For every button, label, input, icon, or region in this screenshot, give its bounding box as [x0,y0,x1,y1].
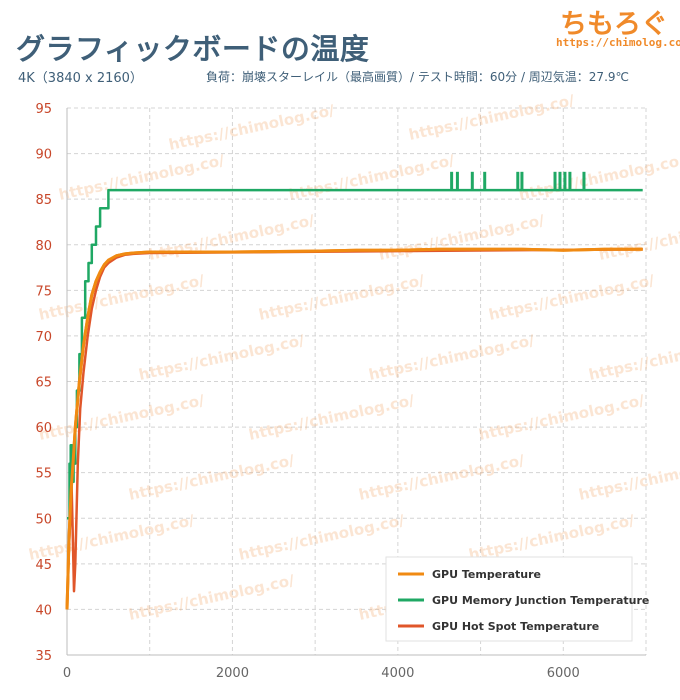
y-tick-label: 90 [35,148,52,163]
memory-spike [582,171,586,191]
memory-spike [455,171,459,191]
memory-spike [450,171,454,191]
test-conditions: 負荷：崩壊スターレイル（最高画質）/ テスト時間：60分 / 周辺気温：27.9… [206,70,629,84]
legend-label: GPU Memory Junction Temperature [432,594,649,607]
series-line-gpu-top [65,247,643,610]
resolution-label: 4K（3840 x 2160） [18,71,143,86]
y-tick-label: 75 [35,284,52,299]
memory-spike [520,171,524,191]
watermark-text: https://chimolog.co/ [147,211,316,264]
watermark-text: https://chimolog.co/ [257,271,426,324]
y-tick-label: 95 [35,102,52,117]
watermark-text: https://chimolog.co/ [137,331,306,384]
watermark-text: https://chimolog.co/ [597,211,680,264]
watermark-text: https://chimolog.co/ [27,511,196,564]
y-tick-label: 60 [35,421,52,436]
chart-title: グラフィックボードの温度 [16,32,370,66]
y-tick-label: 45 [35,558,52,573]
watermark-text: https://chimolog.co/ [407,91,576,144]
x-tick-label: 4000 [381,666,414,681]
y-tick-label: 55 [35,467,52,482]
watermark-text: https://chimolog.co/ [287,151,456,204]
y-tick-label: 35 [35,649,52,664]
watermark-text: https://chimolog.co/ [467,511,636,564]
watermark-text: https://chimolog.co/ [237,511,406,564]
series-line-2 [67,188,643,520]
watermark-text: https://chimolog.co/ [577,451,680,504]
brand-logo: ちもろぐ [560,9,668,40]
y-tick-label: 85 [35,193,52,208]
legend-label: GPU Temperature [432,568,541,581]
y-tick-label: 80 [35,239,52,254]
watermark-text: https://chimolog.co/ [127,571,296,624]
series-layer [65,171,643,610]
legend-label: GPU Hot Spot Temperature [432,620,599,633]
watermark-text: https://chimolog.co/ [517,151,680,204]
memory-spike [516,171,520,191]
watermark-text: https://chimolog.co/ [37,271,206,324]
watermark-text: https://chimolog.co/ [487,271,656,324]
x-tick-label: 2000 [216,666,249,681]
y-tick-label: 70 [35,330,52,345]
memory-spike [568,171,572,191]
watermark-text: https://chimolog.co/ [247,391,416,444]
axis-layer: 35 40 45 50 55 60 65 70 75 80 85 90 95 0 2000 4000 6000 [35,102,646,681]
watermark-text: https://chimolog.co/ [377,211,546,264]
memory-spike [470,171,474,191]
watermark-text: https://chimolog.co/ [477,391,646,444]
watermark-text: https://chimolog.co/ [167,101,336,154]
y-tick-label: 40 [35,603,52,618]
memory-spike [483,171,487,191]
watermark-text: https://chimolog.co/ [587,331,680,384]
watermark-text: https://chimolog.co/ [37,391,206,444]
memory-spike [558,171,562,191]
legend-box [385,556,633,642]
chart-legend: GPU Temperature GPU Memory Junction Tempe… [385,556,649,642]
memory-spike [553,171,557,191]
watermark-text: https://chimolog.co/ [367,331,536,384]
y-tick-label: 50 [35,512,52,527]
brand-url: https://chimolog.co/ [556,36,680,49]
y-tick-label: 65 [35,376,52,391]
memory-spike [563,171,567,191]
x-tick-label: 0 [63,666,71,681]
watermark-text: https://chimolog.co/ [57,151,226,204]
watermark-text: https://chimolog.co/ [127,451,296,504]
watermark-text: https://chimolog.co/ [357,451,526,504]
watermark-layer: https://chimolog.co/https://chimolog.co/… [27,91,680,624]
x-tick-label: 6000 [547,666,580,681]
